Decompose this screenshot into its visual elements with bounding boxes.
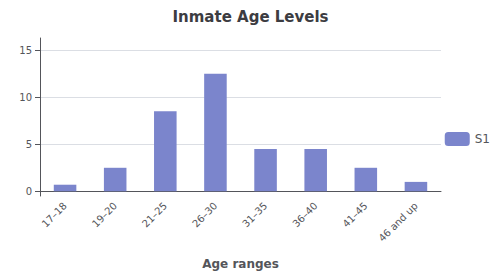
- svg-text:5: 5: [26, 139, 32, 150]
- svg-text:0: 0: [26, 186, 32, 197]
- svg-text:26–30: 26–30: [190, 200, 219, 229]
- svg-text:S1: S1: [475, 132, 490, 146]
- svg-text:46 and up: 46 and up: [376, 200, 419, 243]
- svg-text:10: 10: [19, 92, 32, 103]
- svg-text:17–18: 17–18: [40, 200, 69, 229]
- svg-text:Age ranges: Age ranges: [202, 257, 279, 271]
- svg-text:31–35: 31–35: [240, 200, 269, 229]
- svg-text:15: 15: [19, 45, 32, 56]
- svg-text:19–20: 19–20: [90, 200, 119, 229]
- svg-text:Inmate Age Levels: Inmate Age Levels: [172, 8, 328, 26]
- svg-text:21–25: 21–25: [140, 200, 169, 229]
- svg-text:41–45: 41–45: [340, 200, 369, 229]
- svg-text:36–40: 36–40: [290, 200, 319, 229]
